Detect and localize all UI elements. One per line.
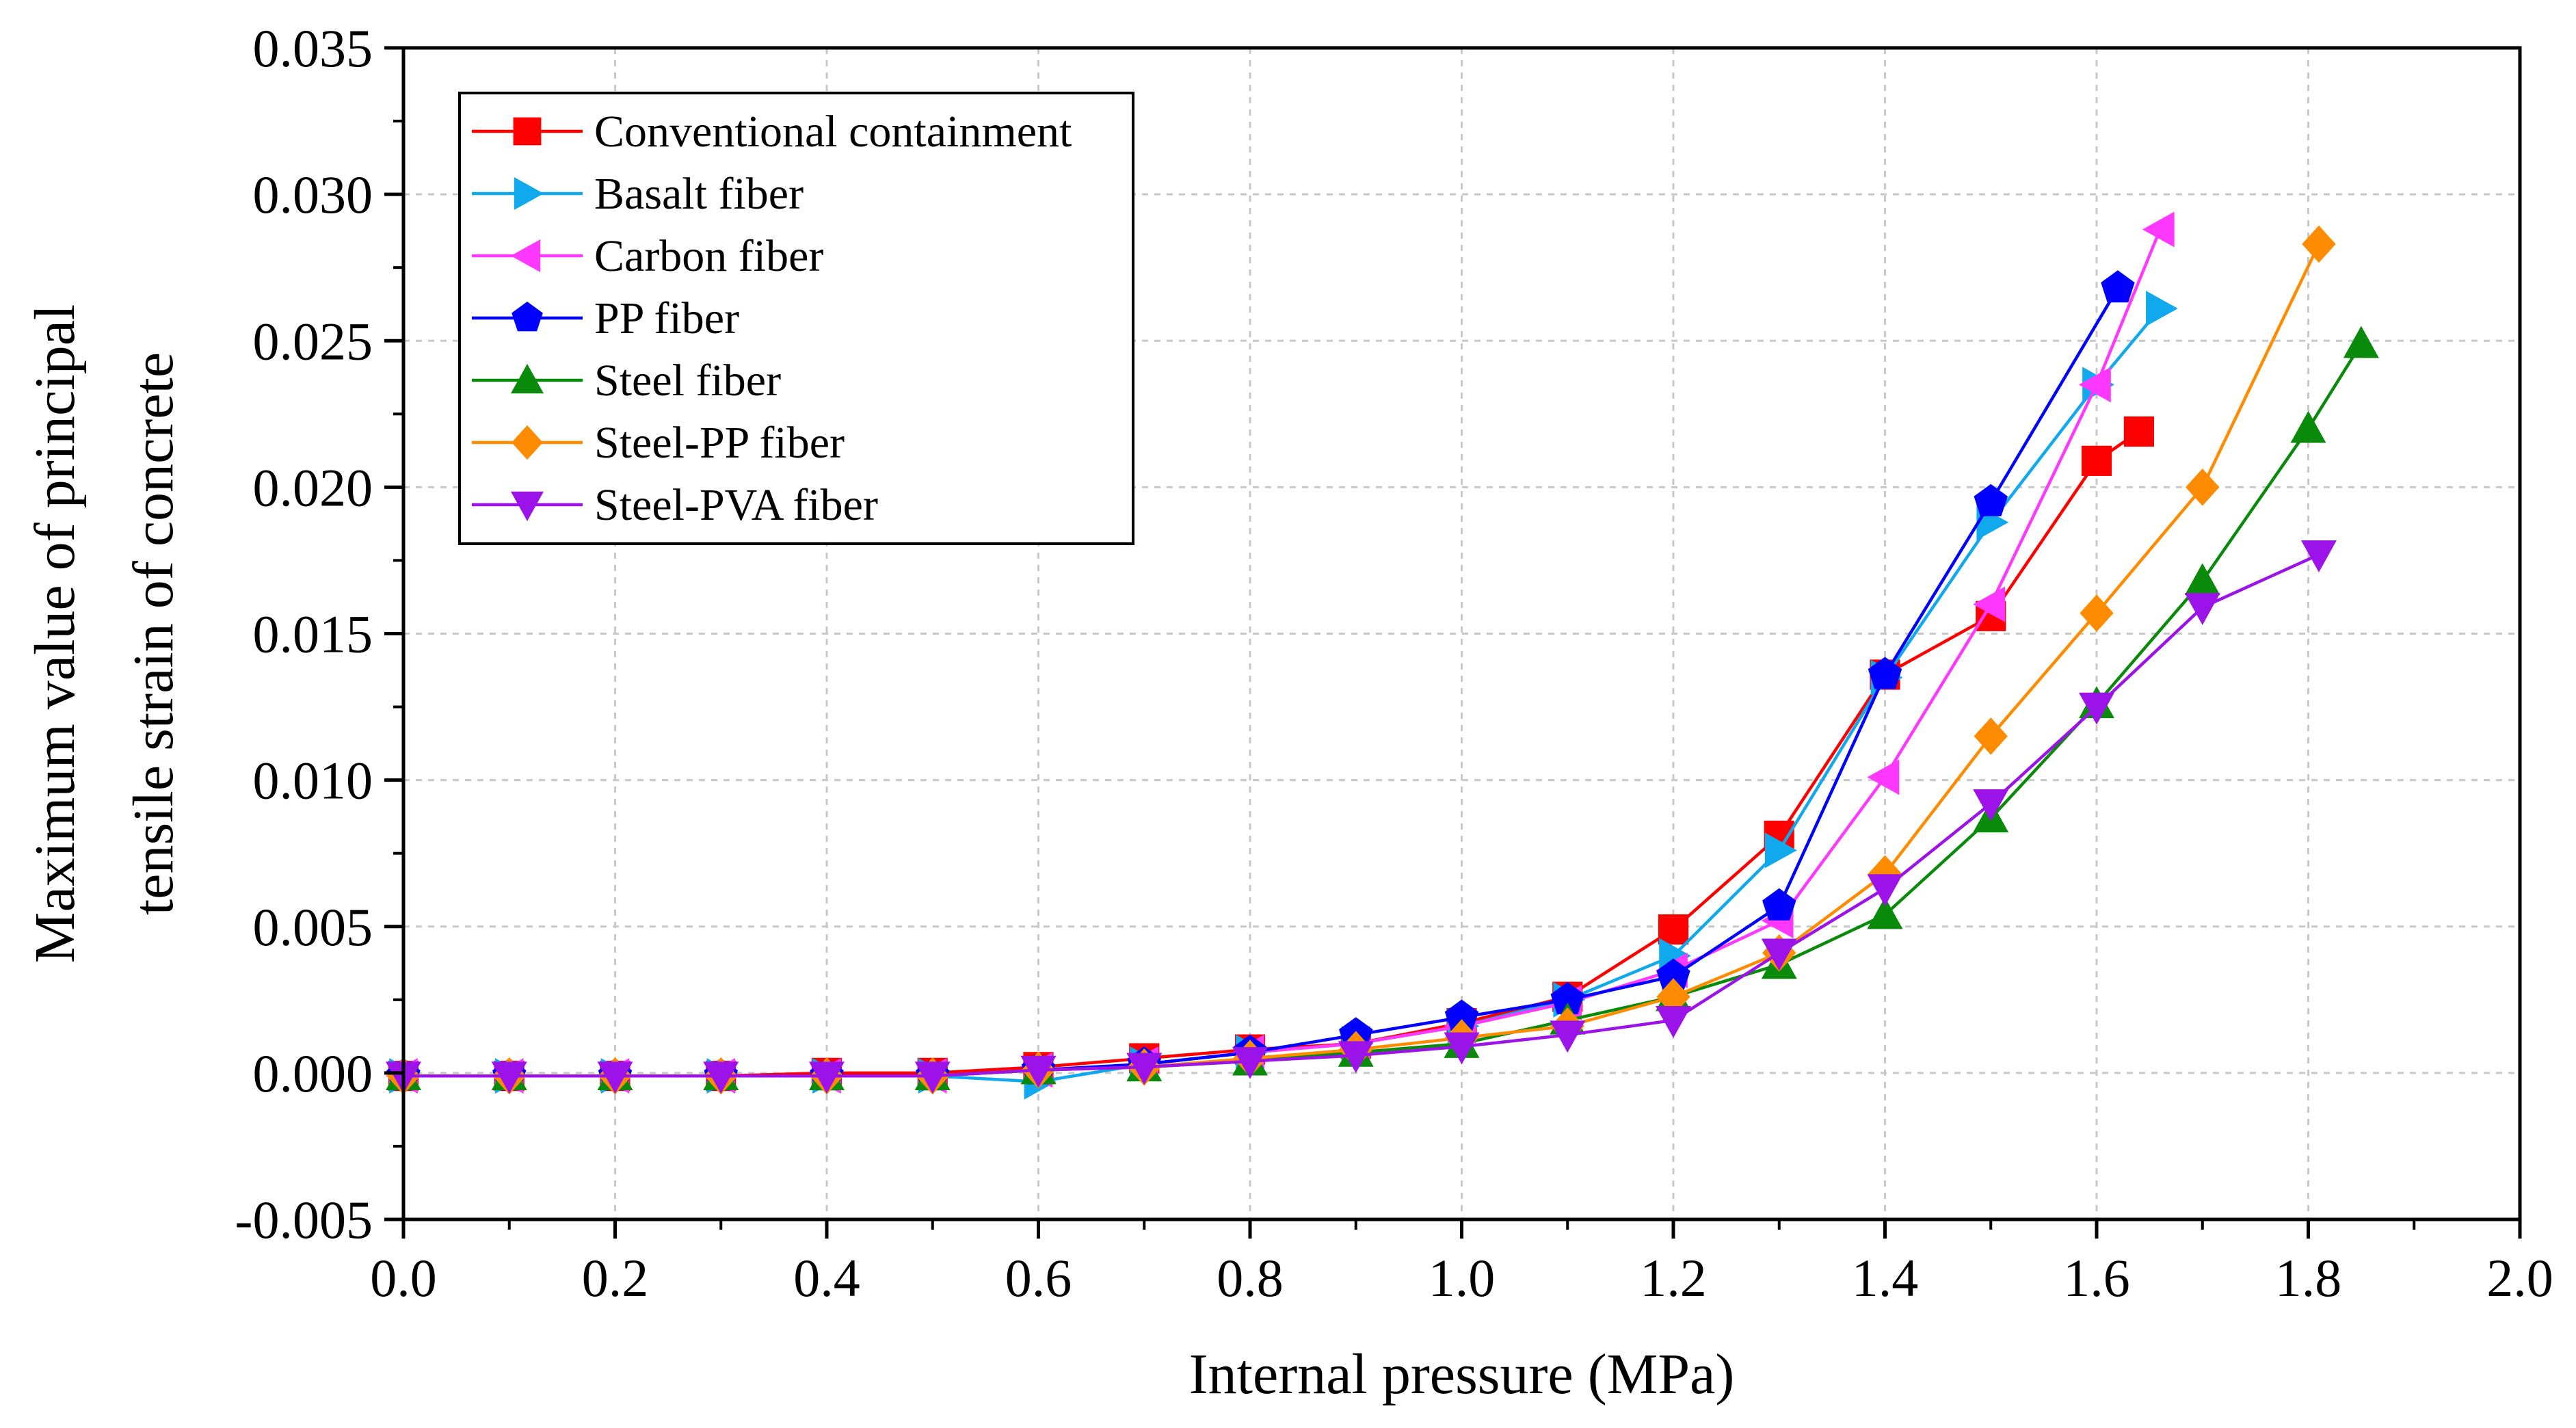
legend-item: Steel fiber — [472, 356, 781, 406]
y-tick-label: 0.020 — [253, 458, 373, 517]
data-point — [2184, 593, 2220, 625]
data-point — [1338, 1041, 1374, 1074]
data-point — [2123, 416, 2154, 447]
legend-marker — [513, 117, 542, 146]
legend-marker — [511, 491, 544, 521]
legend: Conventional containment Basalt fiber Carb… — [458, 92, 1134, 545]
x-tick-label: 0.4 — [793, 1248, 860, 1308]
data-point — [1974, 484, 2008, 516]
data-point — [1126, 1053, 1163, 1085]
legend-label: Carbon fiber — [594, 231, 823, 281]
x-tick-label: 0.2 — [582, 1248, 649, 1308]
legend-item: Steel-PP fiber — [472, 418, 845, 468]
data-point — [1762, 888, 1796, 921]
legend-label: PP fiber — [594, 293, 739, 343]
data-point — [1764, 832, 1797, 869]
data-point — [2101, 270, 2135, 303]
ticks: 0.0 0.2 0.4 0.6 0.8 1.0 1.2 1.4 1.6 1.8 2.0 -0.005 0… — [235, 18, 2553, 1308]
legend-label: Conventional containment — [594, 107, 1072, 157]
data-point — [1867, 897, 1903, 929]
data-point — [1232, 1046, 1268, 1079]
x-tick-label: 1.2 — [1640, 1248, 1707, 1308]
legend-label: Steel fiber — [594, 356, 781, 406]
y-tick-label: -0.005 — [235, 1190, 373, 1250]
series-steel-pva-fiber — [386, 540, 2337, 1094]
legend-label: Steel-PVA fiber — [594, 480, 878, 530]
data-point — [1550, 981, 1584, 1014]
x-axis-title: Internal pressure (MPa) — [1189, 1343, 1735, 1406]
data-point — [1656, 958, 1690, 991]
data-point — [1973, 586, 2006, 622]
data-point — [1658, 914, 1689, 945]
data-point — [2079, 367, 2111, 403]
data-point — [1973, 789, 2009, 821]
data-point — [2186, 468, 2220, 506]
data-point — [1761, 938, 1797, 971]
data-point — [2079, 692, 2114, 725]
data-point — [2343, 326, 2379, 358]
y-tick-label: 0.010 — [253, 751, 373, 810]
legend-item: Basalt fiber — [472, 169, 804, 219]
data-point — [2184, 563, 2220, 596]
legend-item: PP fiber — [472, 293, 739, 343]
data-point — [1444, 1032, 1480, 1065]
legend-marker — [512, 302, 543, 332]
legend-item: Conventional containment — [472, 107, 1072, 157]
x-tick-label: 1.0 — [1429, 1248, 1496, 1308]
legend-marker — [511, 364, 544, 394]
data-point — [2146, 291, 2178, 327]
data-point — [1867, 874, 1903, 907]
legend-label: Steel-PP fiber — [594, 418, 845, 468]
data-point — [1656, 1005, 1691, 1038]
x-tick-label: 1.4 — [1852, 1248, 1919, 1308]
data-point — [809, 1061, 845, 1094]
x-tick-label: 0.6 — [1005, 1248, 1072, 1308]
series-layer — [386, 211, 2379, 1100]
data-point — [1868, 657, 1902, 689]
y-tick-label: 0.000 — [253, 1044, 373, 1103]
data-point — [597, 1061, 633, 1094]
legend-label: Basalt fiber — [594, 169, 804, 219]
x-tick-label: 1.6 — [2063, 1248, 2130, 1308]
y-tick-label: 0.035 — [253, 18, 373, 78]
x-tick-label: 1.8 — [2275, 1248, 2342, 1308]
data-point — [1444, 999, 1479, 1032]
y-axis-title-line-1: Maximum value of principal — [23, 304, 87, 963]
y-tick-label: 0.005 — [253, 897, 373, 957]
data-point — [914, 1061, 951, 1094]
y-tick-label: 0.025 — [253, 311, 373, 371]
y-tick-label: 0.015 — [253, 605, 373, 664]
data-point — [1868, 855, 1902, 892]
data-point — [2142, 211, 2175, 248]
data-point — [2302, 225, 2336, 263]
data-point — [2290, 410, 2326, 443]
legend-item: Steel-PVA fiber — [472, 480, 878, 530]
data-point — [1656, 978, 1690, 1016]
legend-marker — [512, 425, 543, 460]
data-point — [1550, 1020, 1586, 1053]
x-tick-label: 0.8 — [1217, 1248, 1284, 1308]
y-tick-label: 0.030 — [253, 165, 373, 224]
data-point — [2300, 540, 2337, 572]
data-point — [2081, 445, 2112, 476]
legend-item: Carbon fiber — [472, 231, 823, 281]
data-point — [1020, 1055, 1057, 1088]
data-point — [491, 1061, 527, 1094]
y-axis-title-line-2: tensile strain of concrete — [122, 352, 185, 915]
data-point — [1974, 717, 2008, 755]
data-point — [1867, 759, 1900, 795]
data-point — [2080, 594, 2114, 632]
legend-marker — [514, 177, 544, 210]
x-tick-label: 0.0 — [370, 1248, 437, 1308]
x-tick-label: 2.0 — [2486, 1248, 2553, 1308]
data-point — [703, 1061, 739, 1094]
legend-marker — [511, 239, 541, 272]
grid-lines — [403, 48, 2520, 1219]
